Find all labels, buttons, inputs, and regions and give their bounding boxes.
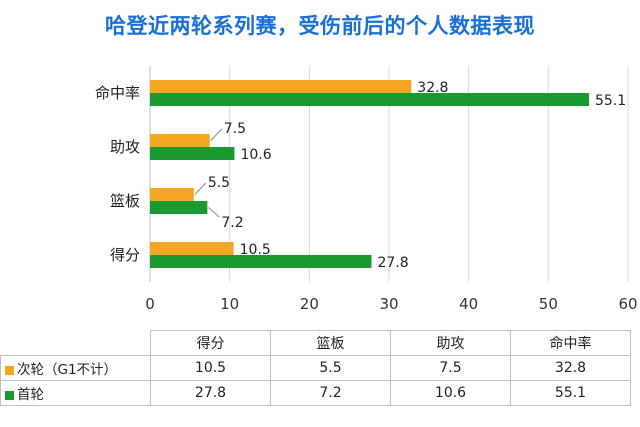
- x-tick-label: 0: [145, 295, 155, 313]
- leader-line: [210, 128, 223, 141]
- x-tick-label: 40: [459, 295, 478, 313]
- series-name: 次轮（G1不计）: [17, 362, 118, 378]
- table-corner: [0, 330, 151, 356]
- bar: [150, 134, 210, 147]
- table-cell: 27.8: [150, 380, 271, 406]
- x-tick-label: 30: [379, 295, 398, 313]
- table-header: 得分: [150, 330, 271, 356]
- category-label: 助攻: [110, 138, 140, 156]
- orange-swatch-icon: [5, 365, 14, 375]
- category-label: 篮板: [110, 192, 140, 210]
- data-table: 得分 篮板 助攻 命中率 次轮（G1不计） 10.5 5.5 7.5 32.8 …: [0, 330, 631, 406]
- leader-line: [194, 182, 207, 195]
- x-tick-label: 50: [539, 295, 558, 313]
- table-row: 次轮（G1不计） 10.5 5.5 7.5 32.8: [0, 355, 631, 381]
- x-tick-label: 10: [220, 295, 239, 313]
- data-label: 27.8: [377, 255, 408, 271]
- leader-line: [208, 207, 220, 218]
- bar: [150, 80, 412, 93]
- data-label: 10.6: [240, 147, 271, 163]
- data-label: 55.1: [595, 93, 626, 109]
- data-labels: 10.5 27.8 5.5 7.2 7.5 10.6 32.8 55.1: [194, 80, 626, 271]
- table-header: 篮板: [270, 330, 391, 356]
- table-cell: 5.5: [270, 355, 391, 381]
- data-label: 10.5: [240, 242, 271, 258]
- category-labels: 得分 篮板 助攻 命中率: [95, 84, 140, 264]
- bar: [150, 255, 372, 268]
- x-tick-label: 60: [618, 295, 637, 313]
- series-name: 首轮: [17, 387, 44, 403]
- table-cell: 7.5: [390, 355, 511, 381]
- x-tick-label: 20: [300, 295, 319, 313]
- table-cell: 7.2: [270, 380, 391, 406]
- table-header: 命中率: [510, 330, 631, 356]
- table-header: 助攻: [390, 330, 511, 356]
- bars: [150, 80, 589, 268]
- category-label: 命中率: [95, 84, 140, 102]
- bar: [150, 242, 234, 255]
- table-cell: 32.8: [510, 355, 631, 381]
- data-label: 7.5: [224, 121, 246, 137]
- bar-chart: 得分 篮板 助攻 命中率 0 10 20 30 40 50 60 10.5 27.8 5.5 7.2 7.…: [95, 66, 638, 313]
- table-header-row: 得分 篮板 助攻 命中率: [0, 330, 631, 356]
- bar: [150, 147, 235, 160]
- bar: [150, 188, 194, 201]
- data-label: 5.5: [208, 175, 230, 191]
- chart-title: 哈登近两轮系列赛，受伤前后的个人数据表现: [105, 14, 535, 38]
- x-tick-labels: 0 10 20 30 40 50 60: [145, 295, 637, 313]
- green-swatch-icon: [5, 390, 14, 400]
- data-label: 32.8: [417, 80, 448, 96]
- data-label: 7.2: [221, 215, 243, 231]
- table-cell: 55.1: [510, 380, 631, 406]
- bar: [150, 93, 589, 106]
- legend-entry-green: 首轮: [0, 380, 151, 406]
- table-row: 首轮 27.8 7.2 10.6 55.1: [0, 380, 631, 406]
- category-label: 得分: [110, 246, 140, 264]
- bar: [150, 201, 208, 214]
- table-cell: 10.5: [150, 355, 271, 381]
- table-cell: 10.6: [390, 380, 511, 406]
- legend-entry-orange: 次轮（G1不计）: [0, 355, 151, 381]
